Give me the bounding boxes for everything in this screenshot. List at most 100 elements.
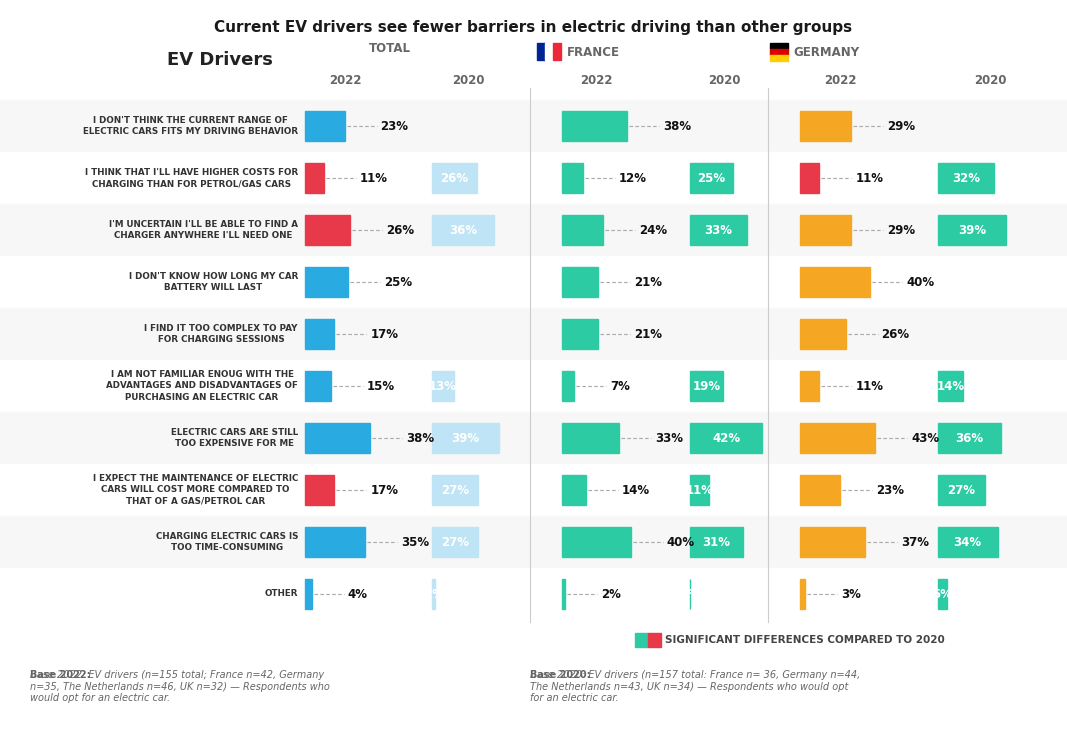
Bar	[0, 308, 1067, 360]
Text: 27%: 27%	[442, 483, 469, 497]
Text: ELECTRIC CARS ARE STILL
TOO EXPENSIVE FOR ME: ELECTRIC CARS ARE STILL TOO EXPENSIVE FO…	[171, 428, 298, 448]
Bar	[635, 633, 648, 647]
Bar	[537, 43, 545, 60]
Bar	[0, 568, 1067, 620]
Text: 7%: 7%	[610, 380, 630, 392]
Bar	[938, 423, 1001, 453]
Text: 39%: 39%	[451, 431, 479, 445]
Bar	[305, 319, 334, 349]
Bar	[562, 527, 631, 557]
Bar	[562, 267, 599, 297]
Bar	[0, 100, 1067, 152]
Text: 2%: 2%	[424, 588, 444, 600]
Text: 31%: 31%	[703, 536, 731, 548]
Bar	[305, 163, 324, 193]
Bar	[800, 111, 850, 141]
Bar	[690, 423, 762, 453]
Text: 42%: 42%	[712, 431, 740, 445]
Text: 34%: 34%	[954, 536, 982, 548]
Bar	[800, 215, 850, 245]
Text: 2%: 2%	[602, 588, 621, 600]
Text: 40%: 40%	[667, 536, 695, 548]
Bar	[690, 215, 747, 245]
Text: 26%: 26%	[881, 328, 910, 340]
Bar	[305, 215, 350, 245]
Text: 11%: 11%	[856, 172, 883, 184]
Bar	[0, 152, 1067, 204]
Bar	[938, 215, 1006, 245]
Text: SIGNIFICANT DIFFERENCES COMPARED TO 2020: SIGNIFICANT DIFFERENCES COMPARED TO 2020	[665, 635, 944, 645]
Text: 0%: 0%	[680, 588, 700, 600]
Text: Base 2022: EV drivers (n=155 total; France n=42, Germany
n=35, The Netherlands n: Base 2022: EV drivers (n=155 total; Fran…	[30, 670, 330, 703]
Text: CHARGING ELECTRIC CARS IS
TOO TIME-CONSUMING: CHARGING ELECTRIC CARS IS TOO TIME-CONSU…	[156, 532, 298, 552]
Text: EV Drivers: EV Drivers	[168, 51, 273, 69]
Bar	[305, 371, 331, 401]
Bar	[562, 215, 603, 245]
Text: TOTAL: TOTAL	[369, 41, 411, 55]
Bar	[305, 475, 334, 505]
Bar	[432, 475, 478, 505]
Bar	[305, 527, 365, 557]
Bar	[800, 527, 864, 557]
Text: 43%: 43%	[911, 431, 939, 445]
Bar	[432, 163, 477, 193]
Text: 13%: 13%	[429, 380, 457, 392]
Text: 29%: 29%	[887, 119, 914, 132]
Bar	[305, 267, 348, 297]
Text: 14%: 14%	[622, 483, 650, 497]
Text: 25%: 25%	[384, 275, 412, 289]
Bar	[690, 527, 744, 557]
Text: I AM NOT FAMILIAR ENOUG WITH THE
ADVANTAGES AND DISADVANTAGES OF
PURCHASING AN E: I AM NOT FAMILIAR ENOUG WITH THE ADVANTA…	[106, 371, 298, 402]
Bar	[562, 371, 574, 401]
Bar	[770, 43, 789, 49]
Text: 24%: 24%	[639, 223, 667, 237]
Bar	[0, 412, 1067, 464]
Bar	[938, 527, 998, 557]
Text: 3%: 3%	[841, 588, 861, 600]
Bar	[432, 423, 499, 453]
Bar	[0, 516, 1067, 568]
Text: 33%: 33%	[655, 431, 683, 445]
Text: 38%: 38%	[407, 431, 434, 445]
Bar	[562, 163, 583, 193]
Bar	[432, 215, 494, 245]
Bar	[0, 256, 1067, 308]
Bar	[690, 475, 708, 505]
Bar	[562, 319, 599, 349]
Bar	[938, 579, 946, 609]
Bar	[432, 371, 455, 401]
Text: I THINK THAT I'LL HAVE HIGHER COSTS FOR
CHARGING THAN FOR PETROL/GAS CARS: I THINK THAT I'LL HAVE HIGHER COSTS FOR …	[84, 168, 298, 188]
Text: Base 2020:: Base 2020:	[530, 670, 591, 680]
Text: 27%: 27%	[947, 483, 975, 497]
Text: 12%: 12%	[619, 172, 647, 184]
Text: 17%: 17%	[370, 328, 398, 340]
Text: FRANCE: FRANCE	[567, 45, 620, 58]
Bar	[0, 360, 1067, 412]
Bar	[800, 371, 819, 401]
Bar	[800, 475, 840, 505]
Text: 23%: 23%	[876, 483, 904, 497]
Text: OTHER: OTHER	[265, 590, 298, 599]
Text: 14%: 14%	[936, 380, 965, 392]
Bar	[553, 43, 561, 60]
Bar	[938, 475, 985, 505]
Text: 5%: 5%	[933, 588, 953, 600]
Text: 19%: 19%	[692, 380, 720, 392]
Text: 40%: 40%	[906, 275, 934, 289]
Text: 2020: 2020	[707, 73, 740, 87]
Bar	[800, 267, 870, 297]
Text: 36%: 36%	[449, 223, 477, 237]
Text: 2022: 2022	[824, 73, 856, 87]
Bar	[562, 111, 627, 141]
Text: 2020: 2020	[451, 73, 484, 87]
Text: Current EV drivers see fewer barriers in electric driving than other groups: Current EV drivers see fewer barriers in…	[214, 20, 853, 35]
Bar	[648, 633, 660, 647]
Text: 27%: 27%	[442, 536, 469, 548]
Bar	[800, 163, 819, 193]
Text: I'M UNCERTAIN I'LL BE ABLE TO FIND A
CHARGER ANYWHERE I'LL NEED ONE: I'M UNCERTAIN I'LL BE ABLE TO FIND A CHA…	[109, 220, 298, 240]
Bar	[0, 204, 1067, 256]
Bar	[0, 464, 1067, 516]
Bar	[800, 423, 875, 453]
Bar	[432, 527, 478, 557]
Bar	[800, 319, 845, 349]
